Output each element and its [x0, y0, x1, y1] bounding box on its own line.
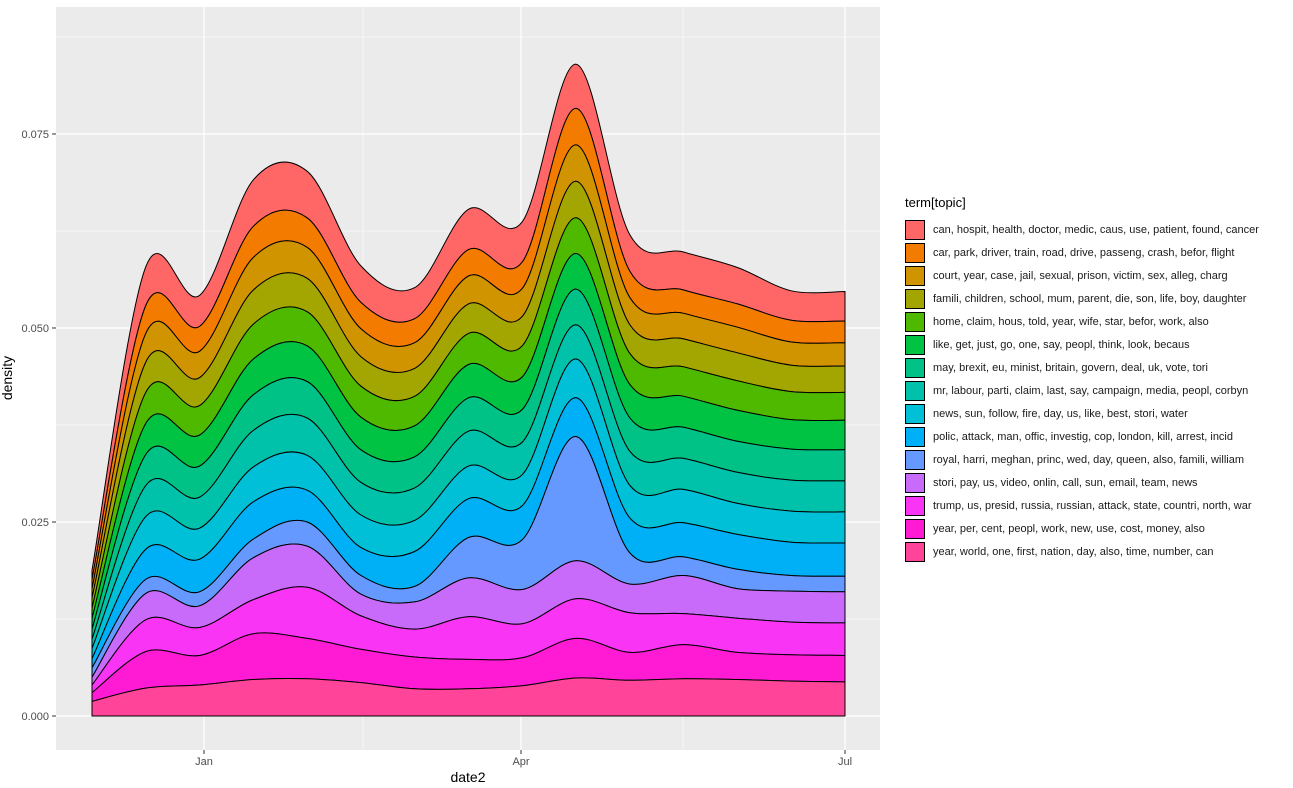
legend-item: like, get, just, go, one, say, peopl, th…	[905, 333, 1259, 356]
legend-swatch	[905, 242, 925, 263]
legend-label: trump, us, presid, russia, russian, atta…	[933, 499, 1252, 512]
legend-items: can, hospit, health, doctor, medic, caus…	[905, 218, 1259, 563]
legend-swatch	[905, 518, 925, 539]
area-series	[91, 677, 846, 717]
legend-item: court, year, case, jail, sexual, prison,…	[905, 264, 1259, 287]
x-tick-label: Apr	[512, 756, 529, 768]
legend-label: like, get, just, go, one, say, peopl, th…	[933, 338, 1190, 351]
legend-label: court, year, case, jail, sexual, prison,…	[933, 269, 1228, 282]
density-chart: Jan Apr Jul 0.000 0.025 0.050 0.075 date…	[0, 7, 880, 785]
legend-item: can, hospit, health, doctor, medic, caus…	[905, 218, 1259, 241]
legend-label: news, sun, follow, fire, day, us, like, …	[933, 407, 1188, 420]
legend-swatch	[905, 541, 925, 562]
legend-item: mr, labour, parti, claim, last, say, cam…	[905, 379, 1259, 402]
legend-swatch	[905, 472, 925, 493]
legend-swatch	[905, 403, 925, 424]
legend-swatch	[905, 426, 925, 447]
y-tick-label: 0.050	[21, 323, 49, 335]
legend-label: year, per, cent, peopl, work, new, use, …	[933, 522, 1205, 535]
legend-item: year, world, one, first, nation, day, al…	[905, 540, 1259, 563]
legend-item: trump, us, presid, russia, russian, atta…	[905, 494, 1259, 517]
stacked-areas	[91, 63, 846, 717]
legend-label: home, claim, hous, told, year, wife, sta…	[933, 315, 1209, 328]
y-axis-title: density	[0, 356, 15, 400]
legend-label: polic, attack, man, offic, investig, cop…	[933, 430, 1233, 443]
legend-title: term[topic]	[905, 195, 966, 210]
y-tick-label: 0.075	[21, 129, 49, 141]
legend-label: year, world, one, first, nation, day, al…	[933, 545, 1214, 558]
legend-label: famili, children, school, mum, parent, d…	[933, 292, 1247, 305]
legend-label: car, park, driver, train, road, drive, p…	[933, 246, 1235, 259]
legend-swatch	[905, 288, 925, 309]
legend-swatch	[905, 265, 925, 286]
legend-item: home, claim, hous, told, year, wife, sta…	[905, 310, 1259, 333]
legend-label: can, hospit, health, doctor, medic, caus…	[933, 223, 1259, 236]
legend-item: car, park, driver, train, road, drive, p…	[905, 241, 1259, 264]
y-tick-label: 0.000	[21, 711, 49, 723]
legend-item: stori, pay, us, video, onlin, call, sun,…	[905, 471, 1259, 494]
y-tick-label: 0.025	[21, 517, 49, 529]
legend-swatch	[905, 357, 925, 378]
legend-item: news, sun, follow, fire, day, us, like, …	[905, 402, 1259, 425]
legend-swatch	[905, 311, 925, 332]
legend-label: may, brexit, eu, minist, britain, govern…	[933, 361, 1208, 374]
legend-swatch	[905, 219, 925, 240]
legend-label: stori, pay, us, video, onlin, call, sun,…	[933, 476, 1198, 489]
legend-item: year, per, cent, peopl, work, new, use, …	[905, 517, 1259, 540]
legend-item: may, brexit, eu, minist, britain, govern…	[905, 356, 1259, 379]
legend-label: royal, harri, meghan, princ, wed, day, q…	[933, 453, 1244, 466]
legend-item: royal, harri, meghan, princ, wed, day, q…	[905, 448, 1259, 471]
legend-swatch	[905, 380, 925, 401]
x-axis-title: date2	[450, 769, 485, 785]
legend: term[topic] can, hospit, health, doctor,…	[905, 195, 1259, 563]
axis-ticks	[52, 133, 846, 754]
legend-swatch	[905, 449, 925, 470]
legend-swatch	[905, 334, 925, 355]
legend-label: mr, labour, parti, claim, last, say, cam…	[933, 384, 1249, 397]
x-tick-label: Jan	[195, 756, 213, 768]
x-tick-label: Jul	[838, 756, 852, 768]
legend-swatch	[905, 495, 925, 516]
legend-item: famili, children, school, mum, parent, d…	[905, 287, 1259, 310]
legend-item: polic, attack, man, offic, investig, cop…	[905, 425, 1259, 448]
